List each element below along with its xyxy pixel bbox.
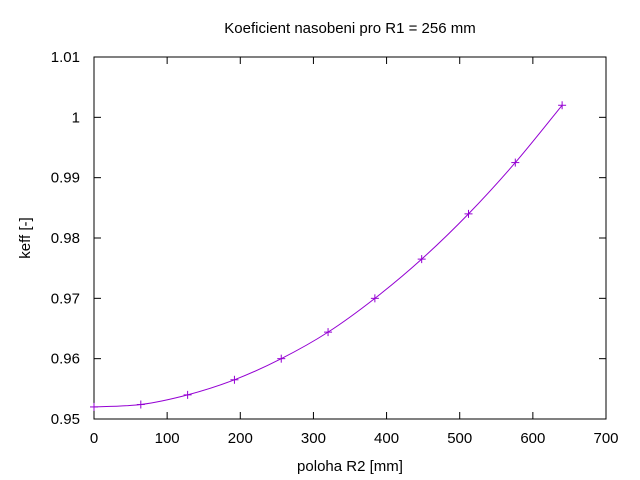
y-tick-label: 0.95 (51, 411, 80, 428)
y-tick-label: 0.96 (51, 351, 80, 368)
x-tick-label: 100 (155, 430, 180, 447)
x-tick-label: 200 (228, 430, 253, 447)
data-point-marker (90, 402, 98, 411)
y-tick-label: 0.98 (51, 230, 80, 247)
data-point-marker (558, 101, 567, 110)
data-point-marker (370, 294, 379, 303)
data-point-marker (277, 354, 286, 363)
y-tick-label: 1.01 (51, 49, 80, 66)
data-point-marker (417, 255, 426, 264)
x-tick-label: 500 (447, 430, 472, 447)
data-point-marker (324, 328, 333, 337)
data-point-marker (511, 158, 520, 167)
x-tick-label: 0 (90, 430, 98, 447)
series-layer (90, 101, 567, 411)
x-axis-label: poloha R2 [mm] (297, 458, 403, 475)
series-line (93, 104, 563, 408)
data-point-marker (464, 209, 473, 218)
data-point-marker (230, 375, 239, 384)
data-point-marker (183, 390, 192, 399)
x-tick-label: 400 (374, 430, 399, 447)
x-tick-label: 300 (301, 430, 326, 447)
axis-ticks: 0 100 200 300 400 500 600 700 0.95 0.96 0.97 0.98 0.… (51, 49, 619, 447)
y-axis-label: keff [-] (17, 217, 34, 258)
data-point-marker (136, 400, 145, 409)
y-tick-label: 0.97 (51, 290, 80, 307)
y-tick-label: 1 (72, 109, 80, 126)
x-tick-label: 700 (593, 430, 618, 447)
y-tick-label: 0.99 (51, 170, 80, 187)
plot-frame (93, 56, 607, 420)
x-tick-label: 600 (520, 430, 545, 447)
chart-title: Koeficient nasobeni pro R1 = 256 mm (224, 20, 475, 37)
